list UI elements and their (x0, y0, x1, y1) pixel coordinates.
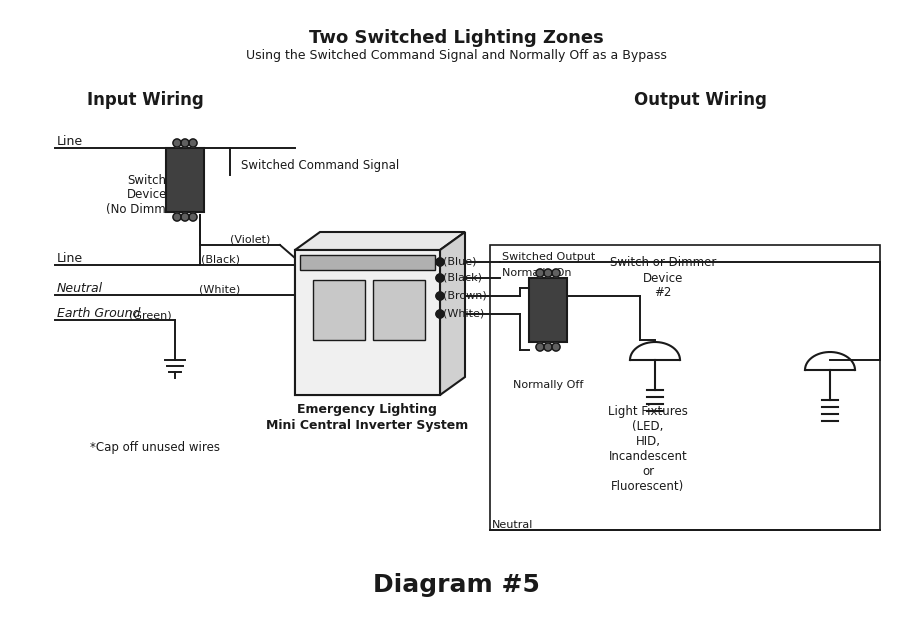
Circle shape (543, 269, 551, 277)
Text: Two Switched Lighting Zones: Two Switched Lighting Zones (308, 29, 603, 47)
Text: *Cap off unused wires: *Cap off unused wires (90, 441, 220, 454)
Text: Line: Line (56, 135, 83, 148)
Text: (Black): (Black) (200, 255, 240, 265)
Text: (Violet): (Violet) (230, 235, 270, 245)
Polygon shape (439, 232, 465, 395)
Polygon shape (300, 255, 435, 270)
Circle shape (173, 139, 180, 147)
Text: Switched Command Signal: Switched Command Signal (241, 159, 399, 171)
Text: Normally On: Normally On (501, 268, 571, 278)
Text: Neutral: Neutral (491, 520, 533, 530)
Text: (Black): (Black) (443, 273, 482, 283)
Circle shape (435, 310, 444, 318)
Circle shape (551, 343, 559, 351)
Circle shape (435, 292, 444, 300)
Circle shape (536, 343, 543, 351)
Text: Switch
Device
(No Dimmers): Switch Device (No Dimmers) (106, 174, 189, 216)
Circle shape (180, 139, 189, 147)
Circle shape (189, 139, 197, 147)
Polygon shape (166, 148, 204, 212)
Text: Line: Line (56, 252, 83, 265)
Text: (White): (White) (199, 285, 240, 295)
Text: (Blue): (Blue) (443, 257, 476, 267)
Text: (Brown): (Brown) (443, 291, 486, 301)
Text: (White): (White) (443, 309, 484, 319)
Polygon shape (294, 250, 439, 395)
Polygon shape (528, 278, 567, 342)
Circle shape (189, 213, 197, 221)
Text: Neutral: Neutral (56, 282, 103, 295)
Text: Diagram #5: Diagram #5 (373, 573, 538, 597)
Text: Using the Switched Command Signal and Normally Off as a Bypass: Using the Switched Command Signal and No… (245, 49, 666, 61)
Circle shape (180, 213, 189, 221)
Polygon shape (294, 232, 465, 250)
Text: Earth Ground: Earth Ground (56, 307, 140, 320)
Text: Mini Central Inverter System: Mini Central Inverter System (266, 419, 467, 431)
Text: Input Wiring: Input Wiring (87, 91, 203, 109)
Circle shape (435, 274, 444, 282)
Text: Light Fixtures
(LED,
HID,
Incandescent
or
Fluorescent): Light Fixtures (LED, HID, Incandescent o… (608, 405, 687, 493)
Text: Emergency Lighting: Emergency Lighting (297, 404, 436, 416)
Circle shape (551, 269, 559, 277)
Text: (Green): (Green) (129, 310, 172, 320)
Polygon shape (373, 280, 425, 340)
Circle shape (536, 269, 543, 277)
Text: Switched Output: Switched Output (501, 252, 595, 262)
Circle shape (543, 343, 551, 351)
Circle shape (173, 213, 180, 221)
Circle shape (435, 258, 444, 266)
Polygon shape (312, 280, 364, 340)
Text: Output Wiring: Output Wiring (633, 91, 765, 109)
Text: Switch or Dimmer
Device
#2: Switch or Dimmer Device #2 (609, 256, 715, 299)
Text: Normally Off: Normally Off (512, 380, 582, 390)
